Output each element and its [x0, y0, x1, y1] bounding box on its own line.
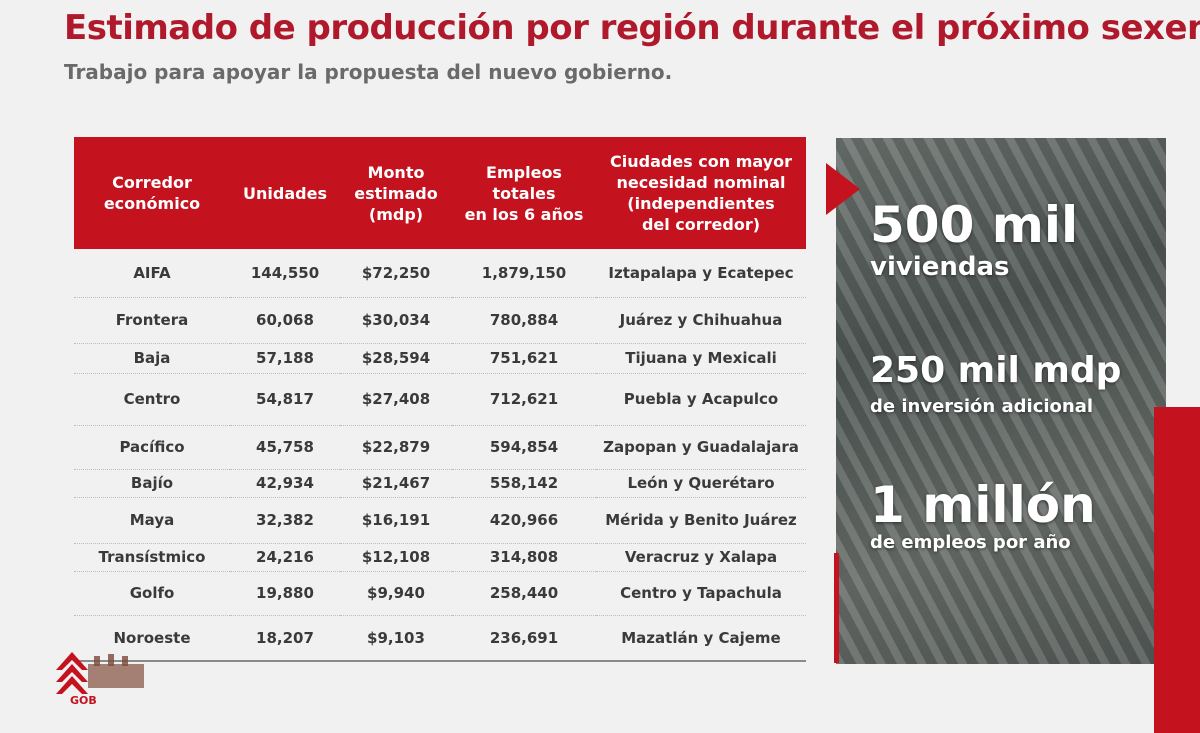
- table-cell: 258,440: [452, 571, 596, 616]
- housing-photo-panel: 500 mil viviendas 250 mil mdp de inversi…: [836, 138, 1166, 664]
- column-header-2: Monto estimado (mdp): [340, 137, 452, 249]
- table-cell: $30,034: [340, 297, 452, 344]
- table-row: Transístmico 24,216 $12,108 314,808 Veracruz…: [74, 543, 806, 572]
- column-header-line: estimado: [354, 183, 438, 203]
- column-header-0: Corredor económico: [74, 137, 230, 249]
- column-header-line: en los 6 años: [464, 204, 584, 224]
- table-cell: 24,216: [230, 543, 340, 572]
- table-cell: 32,382: [230, 497, 340, 544]
- table-cell: 60,068: [230, 297, 340, 344]
- column-header-line: necesidad nominal: [616, 173, 786, 192]
- column-header-line: del corredor): [641, 215, 761, 234]
- table-cell: Golfo: [74, 571, 230, 616]
- accent-bar-right: [1154, 407, 1200, 733]
- column-header-line: Corredor: [112, 173, 192, 192]
- table-cell: 558,142: [452, 469, 596, 498]
- column-header-line: Unidades: [243, 183, 327, 203]
- production-table: Corredor económico Unidades Monto estimado (m…: [74, 137, 806, 662]
- page-subtitle: Trabajo para apoyar la propuesta del nue…: [64, 60, 673, 84]
- table-cell: 42,934: [230, 469, 340, 498]
- table-cell: $22,879: [340, 425, 452, 470]
- table-row: AIFA 144,550 $72,250 1,879,150 Iztapalapa y …: [74, 249, 806, 298]
- table-cell: 712,621: [452, 373, 596, 426]
- table-cell: 420,966: [452, 497, 596, 544]
- table-cell: 594,854: [452, 425, 596, 470]
- table-row: Centro 54,817 $27,408 712,621 Puebla y Acapu…: [74, 373, 806, 426]
- table-cell: $12,108: [340, 543, 452, 572]
- table-cell: 236,691: [452, 615, 596, 662]
- table-header: Corredor económico Unidades Monto estimado (m…: [74, 137, 806, 249]
- table-cell: Pacífico: [74, 425, 230, 470]
- table-cell: Baja: [74, 343, 230, 374]
- table-row: Frontera 60,068 $30,034 780,884 Juárez y Chi…: [74, 297, 806, 344]
- table-cell: Transístmico: [74, 543, 230, 572]
- table-cell: Veracruz y Xalapa: [596, 543, 806, 572]
- table-cell: Centro: [74, 373, 230, 426]
- column-header-line: Ciudades con mayor: [610, 152, 792, 171]
- table-row: Baja 57,188 $28,594 751,621 Tijuana y Mexica…: [74, 343, 806, 374]
- column-header-3: Empleos totales en los 6 años: [452, 137, 596, 249]
- table-cell: 57,188: [230, 343, 340, 374]
- column-header-line: Monto: [367, 162, 425, 182]
- table-row: Bajío 42,934 $21,467 558,142 León y Querétar…: [74, 469, 806, 498]
- table-row: Pacífico 45,758 $22,879 594,854 Zapopan y Gu…: [74, 425, 806, 470]
- page-title: Estimado de producción por región durant…: [64, 8, 1200, 48]
- table-cell: Mazatlán y Cajeme: [596, 615, 806, 662]
- logo-text: GOB: [70, 694, 97, 707]
- table-row: Golfo 19,880 $9,940 258,440 Centro y Tapachu…: [74, 571, 806, 616]
- table-cell: Iztapalapa y Ecatepec: [596, 249, 806, 298]
- table-header-row: Corredor económico Unidades Monto estimado (m…: [74, 137, 806, 249]
- table-cell: 751,621: [452, 343, 596, 374]
- table-cell: Frontera: [74, 297, 230, 344]
- table-cell: $27,408: [340, 373, 452, 426]
- government-logo: GOB: [56, 652, 144, 707]
- stat-housing-units-label: viviendas: [870, 252, 1010, 282]
- table-cell: 780,884: [452, 297, 596, 344]
- stat-jobs-label: de empleos por año: [870, 532, 1071, 553]
- column-header-line: económico: [103, 194, 201, 213]
- table-cell: 45,758: [230, 425, 340, 470]
- table-cell: 54,817: [230, 373, 340, 426]
- table-cell: $9,940: [340, 571, 452, 616]
- table-cell: Tijuana y Mexicali: [596, 343, 806, 374]
- table-cell: $28,594: [340, 343, 452, 374]
- table-cell: 1,879,150: [452, 249, 596, 298]
- table-cell: Centro y Tapachula: [596, 571, 806, 616]
- table-row: Maya 32,382 $16,191 420,966 Mérida y Benito …: [74, 497, 806, 544]
- table-row: Noroeste 18,207 $9,103 236,691 Mazatlán y Ca…: [74, 615, 806, 662]
- table-body: AIFA 144,550 $72,250 1,879,150 Iztapalapa y …: [74, 249, 806, 662]
- stat-housing-units: 500 mil: [870, 196, 1079, 254]
- column-header-1: Unidades: [230, 137, 340, 249]
- table-cell: $16,191: [340, 497, 452, 544]
- table-cell: 144,550: [230, 249, 340, 298]
- column-header-line: totales: [492, 183, 556, 203]
- table-cell: Mérida y Benito Juárez: [596, 497, 806, 544]
- stat-investment: 250 mil mdp: [870, 350, 1122, 391]
- table-cell: Zapopan y Guadalajara: [596, 425, 806, 470]
- table-cell: 19,880: [230, 571, 340, 616]
- table-cell: Maya: [74, 497, 230, 544]
- table-cell: Puebla y Acapulco: [596, 373, 806, 426]
- column-header-line: Empleos: [486, 162, 562, 182]
- accent-bar-thin: [834, 553, 839, 663]
- table-cell: AIFA: [74, 249, 230, 298]
- table-cell: Juárez y Chihuahua: [596, 297, 806, 344]
- table-cell: León y Querétaro: [596, 469, 806, 498]
- column-header-line: (mdp): [368, 204, 424, 224]
- table-cell: $9,103: [340, 615, 452, 662]
- column-header-line: (independientes: [627, 194, 775, 213]
- stat-jobs: 1 millón: [870, 476, 1096, 534]
- table-cell: 18,207: [230, 615, 340, 662]
- table-cell: $21,467: [340, 469, 452, 498]
- table-cell: 314,808: [452, 543, 596, 572]
- table-cell: $72,250: [340, 249, 452, 298]
- table-cell: Noroeste: [74, 615, 230, 662]
- triangle-right-arrow-icon: [826, 163, 860, 215]
- column-header-4: Ciudades con mayor necesidad nominal (inde…: [596, 137, 806, 249]
- table-cell: Bajío: [74, 469, 230, 498]
- stat-investment-label: de inversión adicional: [870, 396, 1094, 417]
